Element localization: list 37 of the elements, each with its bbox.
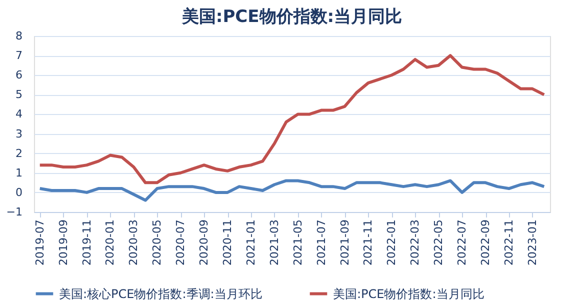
- x-tick-label: 2020-05: [150, 220, 164, 266]
- y-tick-label: 2: [16, 146, 22, 160]
- x-tick-label: 2023-01: [526, 220, 539, 266]
- x-tick-label: 2020-09: [198, 220, 211, 266]
- x-tick-label: 2019-07: [33, 220, 46, 266]
- legend-label: 美国:核心PCE物价指数:季调:当月环比: [59, 286, 262, 301]
- x-tick-label: 2021-09: [338, 220, 352, 266]
- x-tick-label: 2020-03: [127, 220, 140, 266]
- x-tick-label: 2022-03: [408, 220, 422, 266]
- x-tick-label: 2019-11: [80, 220, 94, 266]
- legend-label: 美国:PCE物价指数:当月同比: [333, 286, 484, 301]
- y-tick-label: 0: [16, 186, 22, 199]
- x-tick-label: 2022-01: [385, 220, 398, 266]
- line-series: [38, 179, 546, 202]
- chart-title: 美国:PCE物价指数:当月同比: [180, 7, 402, 27]
- y-tick-label: 8: [16, 30, 22, 42]
- x-tick-label: 2020-07: [174, 220, 188, 266]
- x-tick-label: 2021-03: [268, 220, 281, 266]
- line-series: [38, 54, 546, 184]
- y-tick-label: 5: [16, 88, 22, 102]
- x-tick-label: 2021-07: [314, 220, 328, 266]
- y-tick-label: 1: [16, 166, 22, 180]
- x-tick-label: 2021-01: [244, 220, 258, 266]
- x-tick-label: 2022-09: [479, 220, 492, 266]
- x-tick-label: 2022-07: [456, 220, 469, 266]
- y-tick-label: 4: [16, 108, 22, 121]
- y-tick-label: 3: [16, 127, 22, 140]
- x-tick-label: 2021-11: [362, 220, 375, 266]
- y-tick-label: 6: [16, 68, 22, 82]
- x-tick-label: 2022-05: [432, 220, 446, 266]
- y-tick-label: 7: [16, 49, 22, 62]
- x-tick-label: 2020-11: [221, 220, 234, 266]
- y-tick-label: −1: [6, 206, 22, 218]
- x-tick-label: 2020-01: [104, 220, 117, 266]
- x-tick-label: 2021-05: [291, 220, 304, 266]
- x-tick-label: 2019-09: [56, 220, 70, 266]
- x-tick-label: 2022-11: [502, 220, 516, 266]
